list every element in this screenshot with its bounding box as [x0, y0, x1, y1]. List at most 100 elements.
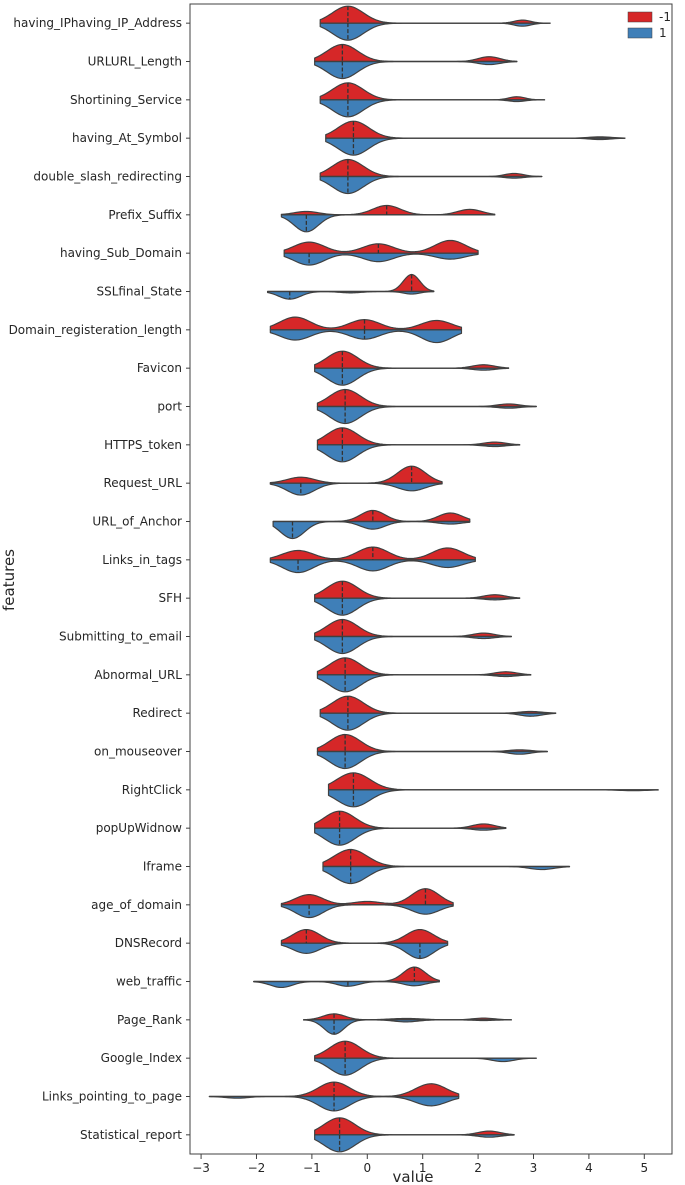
y-tick-label-dnsrecord: DNSRecord: [115, 936, 182, 950]
violin-neg-having-iphaving-ip-address: [319, 5, 551, 24]
violin-pos-urlurl-length: [314, 60, 518, 80]
y-axis-title: features: [0, 549, 18, 611]
y-tick-label-abnormal-url: Abnormal_URL: [94, 668, 182, 682]
y-tick-label-urlurl-length: URLURL_Length: [88, 55, 182, 69]
violin-neg-favicon: [314, 350, 510, 369]
violin-pos-submitting-to-email: [314, 635, 512, 655]
y-tick-label-double-slash-redirecting: double_slash_redirecting: [33, 170, 182, 184]
legend-label-neg: -1: [659, 10, 671, 24]
y-tick-label-having-sub-domain: having_Sub_Domain: [60, 246, 182, 260]
legend-label-pos: 1: [659, 26, 667, 40]
legend-swatch-pos: [627, 27, 653, 39]
x-tick-label: 2: [474, 1161, 482, 1175]
violin-neg-request-url: [269, 465, 443, 484]
x-tick-label: −1: [303, 1161, 321, 1175]
x-tick-label: 1: [419, 1161, 427, 1175]
violin-pos-port: [316, 405, 537, 425]
violin-neg-submitting-to-email: [314, 618, 512, 638]
y-tick-label-links-in-tags: Links_in_tags: [102, 553, 182, 567]
violin-neg-iframe: [322, 848, 571, 868]
violin-neg-web-traffic: [253, 966, 440, 983]
plot-area: [208, 5, 659, 1153]
y-tick-label-submitting-to-email: Submitting_to_email: [59, 630, 182, 644]
violin-neg-sslfinal-state: [266, 273, 435, 293]
plot-frame: [189, 3, 673, 1155]
violin-pos-redirect: [319, 712, 557, 731]
y-tick-label-having-at-symbol: having_At_Symbol: [72, 131, 182, 145]
y-tick-label-url-of-anchor: URL_of_Anchor: [92, 515, 182, 529]
violin-neg-on-mouseover: [316, 733, 548, 753]
violin-neg-prefix-suffix: [280, 204, 496, 216]
y-tick-label-port: port: [157, 400, 182, 414]
legend: -1 1: [627, 10, 671, 40]
violin-neg-shortining-service: [319, 82, 546, 101]
y-tick-label-age-of-domain: age_of_domain: [91, 898, 182, 912]
y-tick-label-google-index: Google_Index: [101, 1051, 182, 1065]
y-tick-label-favicon: Favicon: [137, 361, 182, 375]
violin-pos-page-rank: [302, 1019, 512, 1035]
y-tick-label-request-url: Request_URL: [103, 476, 182, 490]
x-axis-title: value: [393, 1168, 434, 1185]
violin-neg-double-slash-redirecting: [319, 158, 543, 178]
violin-pos-abnormal-url: [316, 674, 532, 693]
violin-pos-having-iphaving-ip-address: [319, 22, 551, 41]
x-axis: −3 −2 −1 0 1 2 3 4 5: [192, 1154, 648, 1175]
violin-neg-abnormal-url: [316, 657, 532, 676]
x-tick-label: −2: [248, 1161, 266, 1175]
violin-pos-statistical-report: [314, 1134, 515, 1153]
violin-pos-prefix-suffix: [280, 214, 496, 233]
legend-swatch-neg: [627, 11, 653, 23]
violin-neg-age-of-domain: [280, 888, 454, 906]
y-tick-label-web-traffic: web_traffic: [116, 975, 182, 989]
violin-pos-links-in-tags: [269, 559, 476, 574]
violin-neg-port: [316, 388, 537, 408]
violin-pos-on-mouseover: [316, 750, 548, 770]
y-tick-label-page-rank: Page_Rank: [117, 1013, 182, 1027]
violin-pos-request-url: [269, 482, 443, 496]
violin-neg-page-rank: [302, 1013, 512, 1021]
y-tick-label-rightclick: RightClick: [122, 783, 182, 797]
y-tick-label-popupwidnow: popUpWidnow: [96, 821, 182, 835]
violin-pos-age-of-domain: [280, 904, 454, 919]
violin-neg-google-index: [314, 1040, 537, 1059]
violin-neg-popupwidnow: [314, 810, 507, 829]
violin-pos-double-slash-redirecting: [319, 175, 543, 195]
violin-neg-domain-registeration-length: [269, 316, 463, 331]
y-tick-label-sslfinal-state: SSLfinal_State: [96, 285, 182, 299]
violin-pos-google-index: [314, 1057, 537, 1076]
x-tick-label: 4: [585, 1161, 593, 1175]
x-tick-label: 3: [530, 1161, 538, 1175]
y-tick-label-having-iphaving-ip-address: having_IPhaving_IP_Address: [13, 16, 182, 30]
x-tick-label: −3: [192, 1161, 210, 1175]
violin-pos-url-of-anchor: [272, 520, 471, 540]
violin-neg-urlurl-length: [314, 43, 518, 63]
y-tick-label-prefix-suffix: Prefix_Suffix: [108, 208, 182, 222]
violin-neg-redirect: [319, 695, 557, 714]
y-tick-label-https-token: HTTPS_token: [104, 438, 182, 452]
violin-pos-sfh: [314, 597, 521, 616]
violin-neg-url-of-anchor: [272, 509, 471, 523]
y-tick-label-links-pointing-to-page: Links_pointing_to_page: [42, 1090, 182, 1104]
y-tick-label-iframe: Iframe: [143, 860, 182, 874]
violin-pos-dnsrecord: [280, 942, 449, 960]
violin-neg-having-at-symbol: [325, 120, 626, 139]
violin-pos-rightclick: [327, 789, 659, 808]
y-tick-label-shortining-service: Shortining_Service: [70, 93, 182, 107]
violin-neg-statistical-report: [314, 1117, 515, 1136]
violin-neg-sfh: [314, 580, 521, 599]
y-tick-label-sfh: SFH: [158, 591, 182, 605]
violin-neg-rightclick: [327, 772, 659, 791]
violin-pos-web-traffic: [253, 980, 440, 989]
violin-pos-having-sub-domain: [283, 252, 479, 266]
violin-pos-popupwidnow: [314, 827, 507, 846]
violin-pos-shortining-service: [319, 99, 546, 118]
y-axis: having_IPhaving_IP_Address URLURL_Length S…: [9, 16, 190, 1142]
x-tick-label: 5: [640, 1161, 648, 1175]
violin-pos-domain-registeration-length: [269, 329, 463, 344]
violin-pos-having-at-symbol: [325, 137, 626, 156]
x-tick-label: 0: [363, 1161, 371, 1175]
y-tick-label-statistical-report: Statistical_report: [80, 1128, 182, 1142]
y-tick-label-domain-registeration-length: Domain_registeration_length: [9, 323, 182, 337]
violin-pos-https-token: [316, 444, 521, 463]
violin-neg-https-token: [316, 427, 521, 446]
